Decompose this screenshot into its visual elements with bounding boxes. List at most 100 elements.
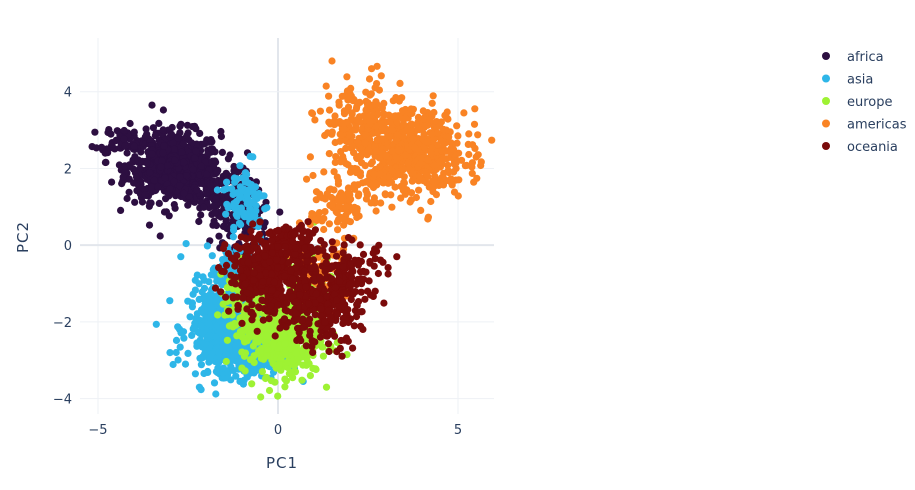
data-point <box>359 250 368 258</box>
data-point <box>325 220 333 228</box>
data-point <box>450 146 458 154</box>
series-oceania <box>211 218 401 360</box>
data-point <box>170 177 178 186</box>
data-point <box>361 131 369 139</box>
data-point <box>289 293 297 301</box>
data-point <box>407 105 415 113</box>
data-point <box>146 168 154 177</box>
data-point <box>335 101 343 109</box>
legend-item-oceania[interactable]: oceania <box>822 140 898 155</box>
data-point <box>344 161 352 169</box>
data-point <box>377 72 385 80</box>
data-point <box>331 158 339 166</box>
data-point <box>328 128 336 136</box>
data-point <box>361 139 369 147</box>
data-point <box>156 232 164 240</box>
data-point <box>337 336 345 345</box>
data-point <box>361 162 369 170</box>
data-point <box>243 289 251 297</box>
data-point <box>195 295 203 303</box>
data-point <box>393 119 401 127</box>
data-point <box>470 178 478 186</box>
data-point <box>201 349 209 358</box>
data-point <box>222 293 230 301</box>
data-point <box>394 146 402 154</box>
data-point <box>179 139 187 148</box>
data-point <box>219 364 228 372</box>
data-point <box>402 114 410 122</box>
data-point <box>339 119 347 127</box>
data-point <box>335 302 343 310</box>
data-point <box>161 174 169 182</box>
data-point <box>238 348 246 356</box>
data-point <box>298 376 306 384</box>
data-point <box>308 210 316 218</box>
data-point <box>250 276 258 284</box>
x-axis-title: PC1 <box>266 454 298 472</box>
data-point <box>419 107 427 115</box>
legend-label: europe <box>847 95 893 110</box>
data-point <box>470 120 479 128</box>
data-point <box>249 220 257 228</box>
legend-label: oceania <box>847 140 898 155</box>
x-tick-label: 5 <box>454 423 462 438</box>
data-point <box>333 348 341 356</box>
data-point <box>365 277 373 285</box>
data-point <box>468 159 476 167</box>
y-tick-label: 0 <box>64 239 72 254</box>
data-point <box>316 107 324 115</box>
data-point <box>265 315 273 323</box>
data-point <box>373 62 381 70</box>
data-point <box>257 393 265 401</box>
data-point <box>169 139 177 147</box>
data-point <box>297 337 305 345</box>
data-point <box>191 319 199 327</box>
data-point <box>366 118 374 126</box>
y-axis-title: PC2 <box>14 221 32 253</box>
legend-item-africa[interactable]: africa <box>822 50 884 65</box>
data-point <box>230 200 238 208</box>
data-point <box>171 156 179 164</box>
data-point <box>232 372 240 380</box>
y-tick-label: 2 <box>64 162 72 177</box>
legend-item-asia[interactable]: asia <box>822 73 873 88</box>
data-point <box>331 283 339 292</box>
data-point <box>323 253 331 261</box>
data-point <box>249 184 257 192</box>
data-point <box>386 118 394 126</box>
data-point <box>334 216 343 224</box>
legend-item-europe[interactable]: europe <box>822 95 893 110</box>
data-point <box>236 266 245 274</box>
data-point <box>252 207 260 215</box>
data-point <box>309 339 317 347</box>
data-point <box>195 217 203 226</box>
data-point <box>291 230 299 238</box>
data-point <box>348 273 356 281</box>
data-point <box>380 111 388 119</box>
data-point <box>227 363 235 371</box>
data-point <box>392 137 401 145</box>
data-point <box>331 138 339 147</box>
data-point <box>428 144 436 152</box>
data-point <box>371 84 379 92</box>
data-point <box>247 227 255 235</box>
legend[interactable]: africa asia europe americas oceania <box>822 50 907 155</box>
data-point <box>324 307 332 315</box>
data-point <box>322 82 330 90</box>
data-point <box>191 154 199 162</box>
data-point <box>283 307 291 315</box>
data-point <box>342 203 350 211</box>
data-point <box>351 288 360 296</box>
data-point <box>349 142 357 151</box>
data-point <box>166 297 174 305</box>
data-point <box>241 178 249 186</box>
data-point <box>155 119 163 127</box>
data-point <box>222 261 231 269</box>
data-point <box>207 182 215 190</box>
data-point <box>340 319 348 327</box>
data-points <box>88 57 496 401</box>
data-point <box>374 269 382 278</box>
legend-item-americas[interactable]: americas <box>822 118 907 133</box>
data-point <box>175 164 183 172</box>
data-point <box>303 356 311 364</box>
